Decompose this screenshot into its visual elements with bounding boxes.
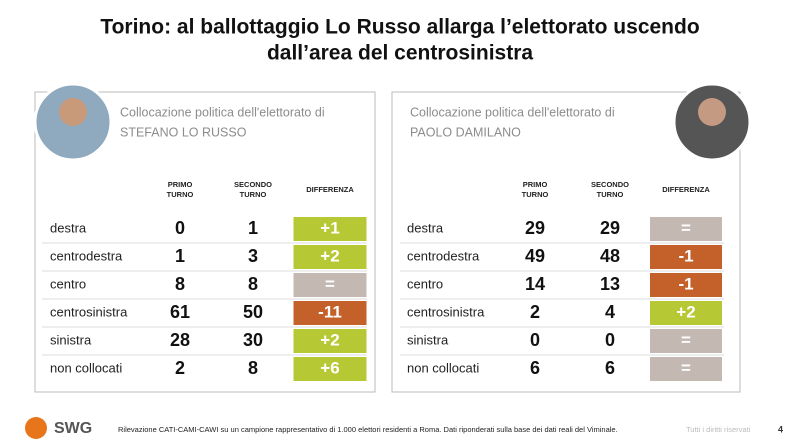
title: dall’area del centrosinistra xyxy=(267,42,533,65)
first-round: 2 xyxy=(175,358,185,378)
difference: +2 xyxy=(676,302,695,321)
difference-cell xyxy=(293,301,367,325)
row-label: centrodestra xyxy=(50,248,123,263)
caption: Collocazione politica dell'elettorato di xyxy=(410,105,615,119)
row-label: centrosinistra xyxy=(407,304,485,319)
title: Torino: al ballottaggio Lo Russo allarga… xyxy=(100,16,699,39)
second-round: 0 xyxy=(605,330,615,350)
first-round: 28 xyxy=(170,330,190,350)
row-label: centro xyxy=(407,276,443,291)
first-round: 14 xyxy=(525,274,545,294)
caption: STEFANO LO RUSSO xyxy=(120,125,247,139)
column-header: SECONDO xyxy=(591,180,629,189)
caption: Collocazione politica dell'elettorato di xyxy=(120,105,325,119)
column-header: PRIMO xyxy=(523,180,548,189)
rights: Tutti i diritti riservati xyxy=(686,425,751,434)
column-header: DIFFERENZA xyxy=(306,185,354,194)
first-round: 8 xyxy=(175,274,185,294)
first-round: 0 xyxy=(175,218,185,238)
difference: = xyxy=(681,330,691,349)
column-header: TURNO xyxy=(167,190,194,199)
page-number: 4 xyxy=(778,424,783,434)
column-header: TURNO xyxy=(597,190,624,199)
photo-face xyxy=(59,98,87,126)
difference-cell xyxy=(650,217,722,241)
column-header: TURNO xyxy=(240,190,267,199)
difference-cell xyxy=(293,357,367,381)
logo-icon xyxy=(25,417,47,439)
difference-cell xyxy=(650,273,722,297)
caption: PAOLO DAMILANO xyxy=(410,125,521,139)
row-label: destra xyxy=(50,220,87,235)
second-round: 29 xyxy=(600,218,620,238)
row-label: non collocati xyxy=(50,360,122,375)
difference: +1 xyxy=(320,218,339,237)
first-round: 1 xyxy=(175,246,185,266)
column-header: TURNO xyxy=(522,190,549,199)
photo-face xyxy=(698,98,726,126)
difference-cell xyxy=(293,329,367,353)
column-header: DIFFERENZA xyxy=(662,185,710,194)
difference-cell xyxy=(650,357,722,381)
first-round: 61 xyxy=(170,302,190,322)
panel xyxy=(391,91,741,393)
difference: -1 xyxy=(678,246,693,265)
second-round: 8 xyxy=(248,274,258,294)
difference: +2 xyxy=(320,330,339,349)
difference-cell xyxy=(293,245,367,269)
panel xyxy=(34,91,376,393)
second-round: 8 xyxy=(248,358,258,378)
second-round: 3 xyxy=(248,246,258,266)
difference: = xyxy=(681,218,691,237)
column-header: SECONDO xyxy=(234,180,272,189)
row-label: centrodestra xyxy=(407,248,480,263)
row-label: destra xyxy=(407,220,444,235)
logo: SWG xyxy=(54,420,92,437)
row-label: non collocati xyxy=(407,360,479,375)
difference: +6 xyxy=(320,358,339,377)
second-round: 30 xyxy=(243,330,263,350)
first-round: 2 xyxy=(530,302,540,322)
difference: = xyxy=(325,274,335,293)
first-round: 49 xyxy=(525,246,545,266)
difference-cell xyxy=(650,329,722,353)
difference: -11 xyxy=(318,302,342,321)
difference-cell xyxy=(293,217,367,241)
difference: -1 xyxy=(678,274,693,293)
first-round: 29 xyxy=(525,218,545,238)
row-label: sinistra xyxy=(407,332,449,347)
row-label: centrosinistra xyxy=(50,304,128,319)
first-round: 0 xyxy=(530,330,540,350)
second-round: 6 xyxy=(605,358,615,378)
second-round: 13 xyxy=(600,274,620,294)
row-label: centro xyxy=(50,276,86,291)
second-round: 50 xyxy=(243,302,263,322)
second-round: 1 xyxy=(248,218,258,238)
difference: = xyxy=(681,358,691,377)
second-round: 48 xyxy=(600,246,620,266)
first-round: 6 xyxy=(530,358,540,378)
footer-note: Rilevazione CATI-CAMI-CAWI su un campion… xyxy=(118,425,618,434)
difference-cell xyxy=(293,273,367,297)
column-header: PRIMO xyxy=(168,180,193,189)
difference-cell xyxy=(650,245,722,269)
row-label: sinistra xyxy=(50,332,92,347)
difference-cell xyxy=(650,301,722,325)
second-round: 4 xyxy=(605,302,615,322)
difference: +2 xyxy=(320,246,339,265)
